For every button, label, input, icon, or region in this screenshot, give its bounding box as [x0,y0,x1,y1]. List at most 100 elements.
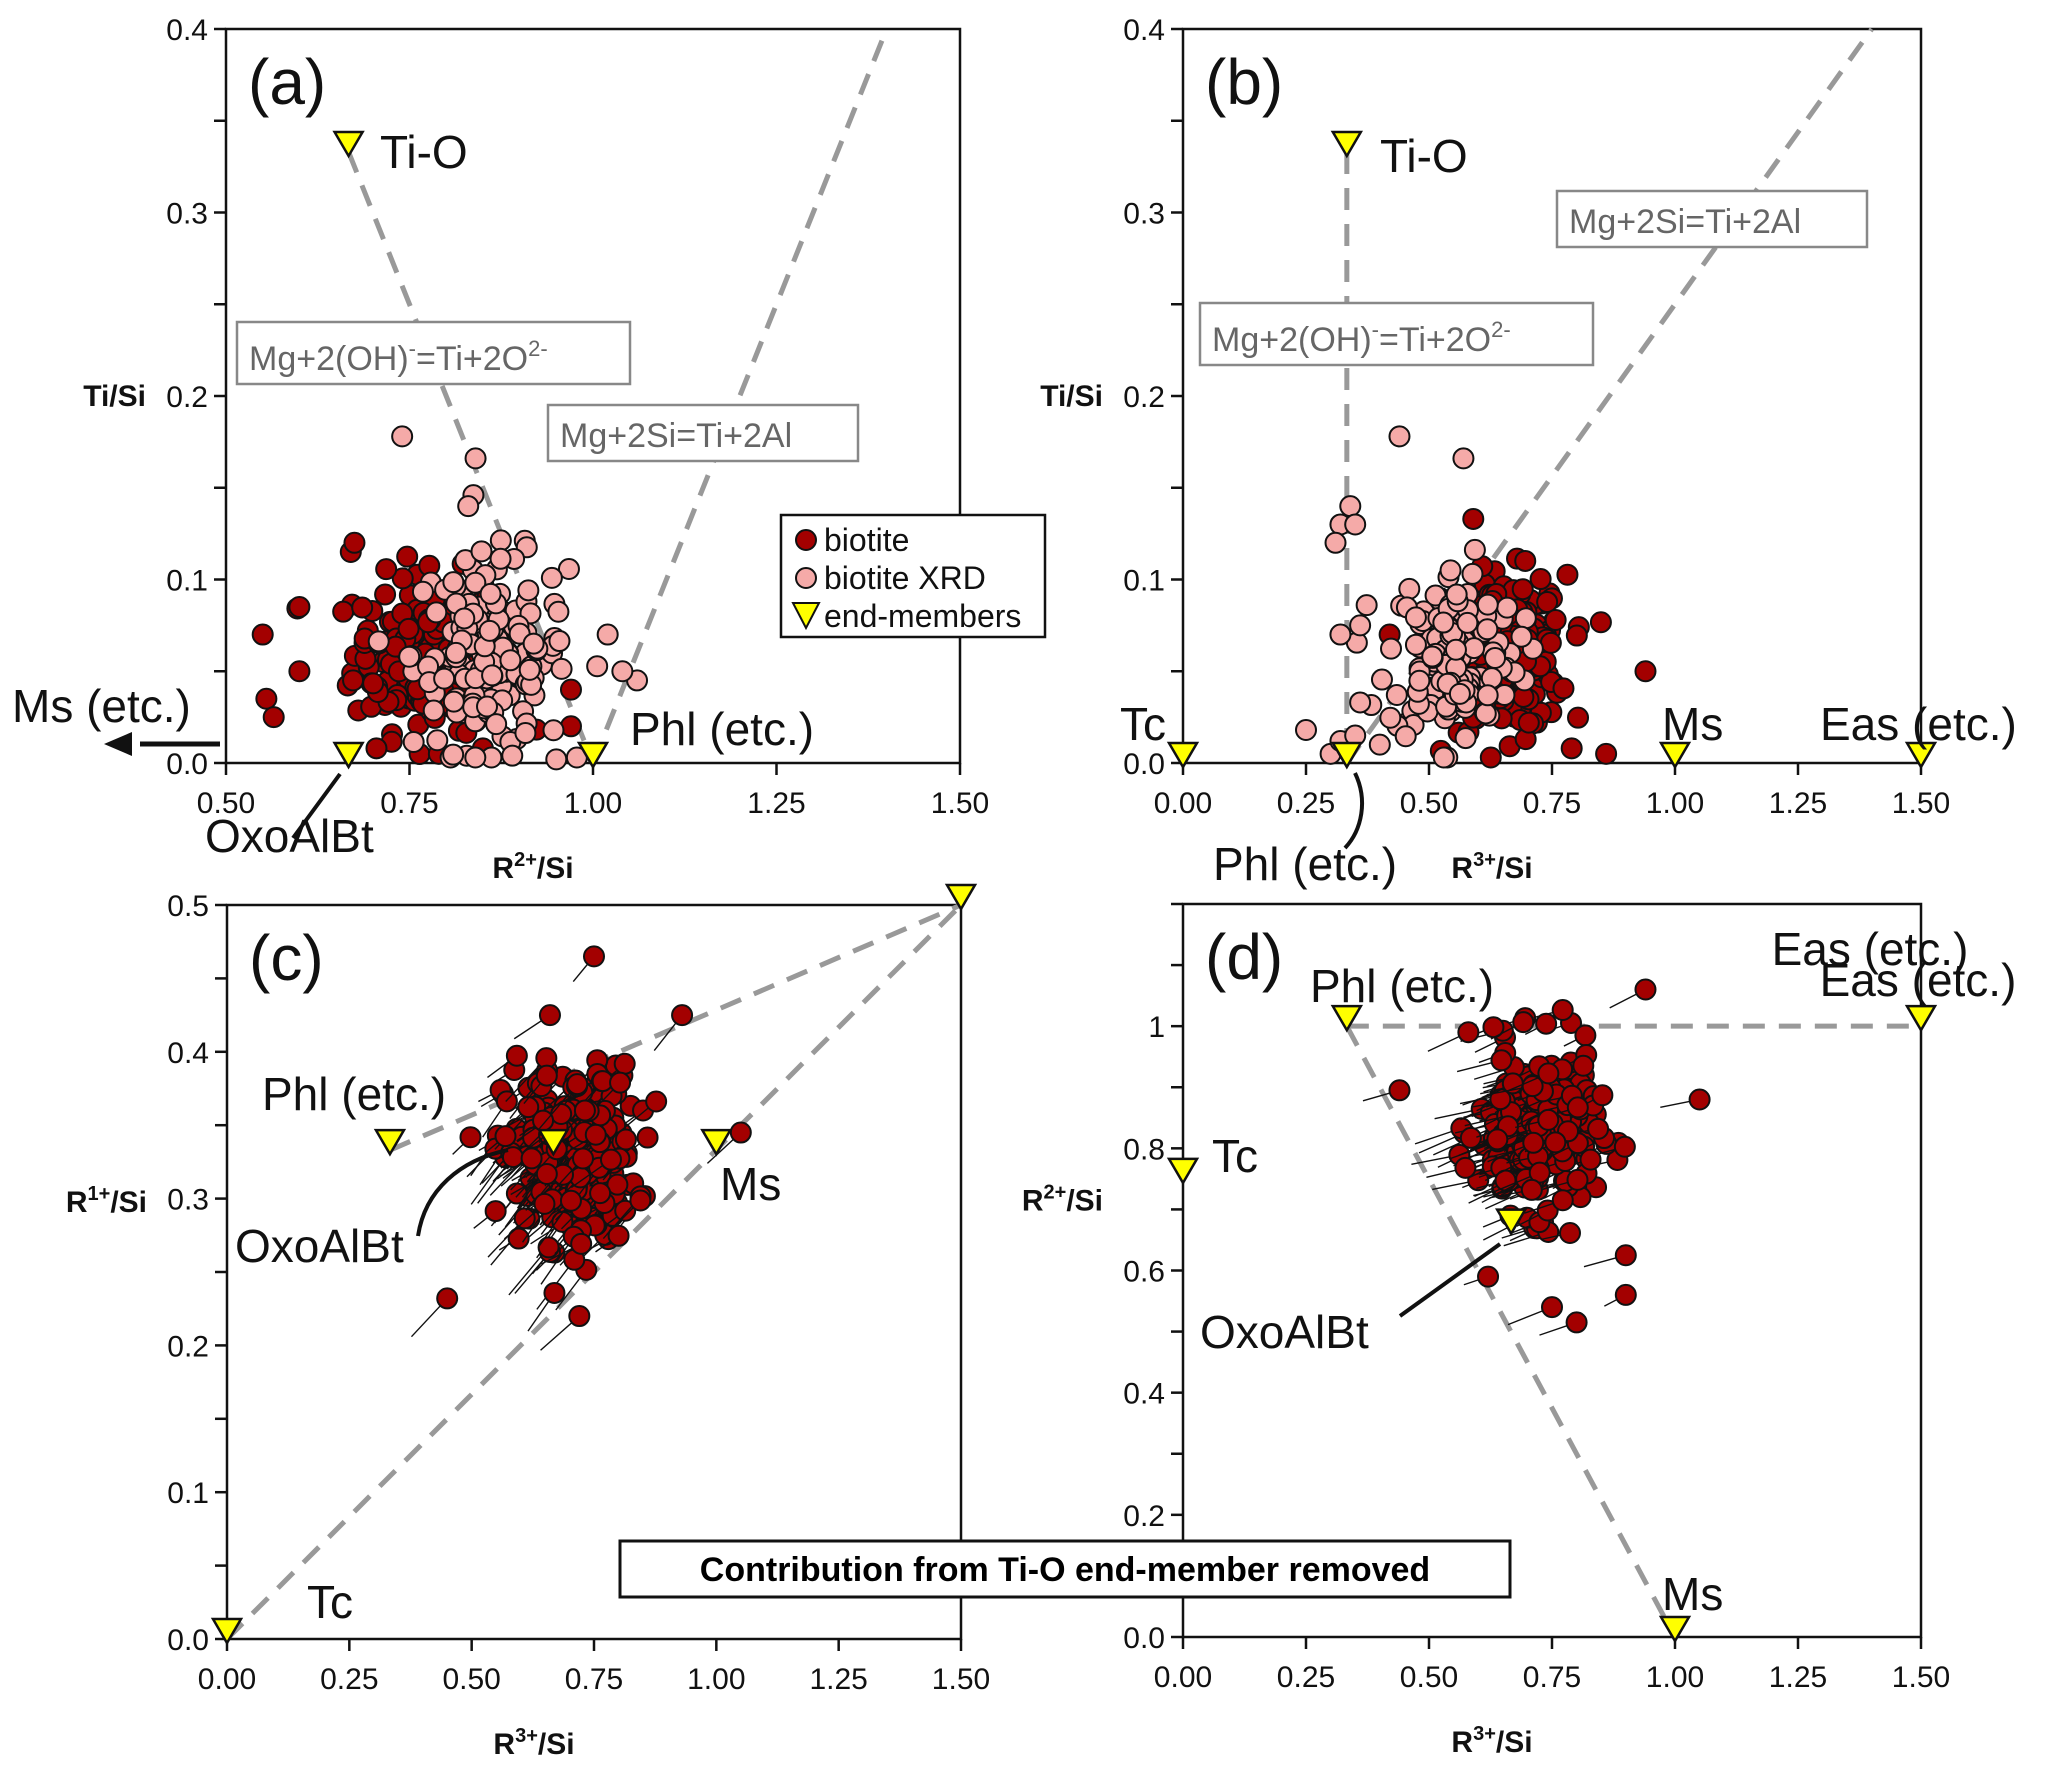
end-member-marker [332,741,365,770]
biotite-xrd-point [444,641,467,664]
end-member-label-phl: Phl (etc.) [262,1068,446,1120]
biotite-point [570,1232,593,1255]
biotite-xrd-point [481,664,504,687]
biotite-point [343,531,366,554]
biotite-xrd-point [489,529,512,552]
biotite-point [1634,978,1657,1001]
biotite-point [573,1099,596,1122]
biotite-xrd-point [1461,562,1484,585]
y-tick-label: 0.1 [167,1477,209,1510]
biotite-xrd-point [1368,733,1391,756]
biotite-point [589,1182,612,1205]
x-tick-label: 1.25 [809,1663,867,1696]
biotite-xrd-point [367,630,390,653]
end-member-label-phl: Phl (etc.) [1213,838,1397,890]
legend-box [779,513,1047,639]
equation-text: Mg+2(OH)-=Ti+2O2- [249,336,548,378]
plot-frame [1181,902,1923,1639]
biotite-xrd-point [499,649,522,672]
biotite-xrd-point [398,645,421,668]
biotite-point [1490,1049,1513,1072]
equation-part: Mg+2Si=Ti+2Al [560,417,792,455]
x-tick-label: 1.25 [1769,787,1827,820]
biotite-xrd-point [547,600,570,623]
biotite-xrd-point [1448,682,1471,705]
biotite-point [1529,568,1552,591]
biotite-xrd-point [1380,637,1403,660]
biotite-point [255,687,278,710]
y-axis-title-rest: /Si [1066,1185,1103,1218]
biotite-point [614,1199,637,1222]
biotite-xrd-point [464,571,487,594]
biotite-point [375,558,398,581]
biotite-point [1544,1131,1567,1154]
biotite-point [614,1128,637,1151]
plot-frame [224,27,962,765]
data-points [410,945,752,1351]
end-member-marker [332,130,365,159]
biotite-point [1535,1012,1558,1035]
biotite-point [1574,1024,1597,1047]
end-member-marker [210,1617,244,1646]
biotite-point [538,1004,561,1027]
equation-part: 2- [528,336,548,361]
biotite-point [1520,1178,1543,1201]
y-tick-label: 0.4 [166,14,208,47]
biotite-point [645,1090,668,1113]
dashed-reference-line [1344,1024,1678,1639]
biotite-point [1479,746,1502,769]
biotite-xrd-point [1329,623,1352,646]
equation-text: Mg+2Si=Ti+2Al [560,417,792,455]
x-axis-title: R3+/Si [1451,1723,1532,1759]
biotite-point [1556,563,1579,586]
biotite-xrd-point [433,667,456,690]
biotite-xrd-point [476,695,499,718]
equation-part: Mg+2(OH) [249,340,409,378]
biotite-point [1537,1062,1560,1085]
biotite-point [609,1071,632,1094]
biotite-xrd-point [542,719,565,742]
biotite-point [1567,706,1590,729]
biotite-point [1517,711,1540,734]
x-axis-title-sup: 3+ [1473,849,1496,871]
biotite-xrd-point [596,623,619,646]
biotite-xrd-point [1476,618,1499,641]
end-member-label-oxoalbt: OxoAlBt [235,1220,404,1272]
equation-part: =Ti+2O [1379,321,1491,359]
x-axis-title-sup: 3+ [515,1725,538,1747]
x-tick-label: 0.75 [380,787,438,820]
biotite-xrd-point [1408,669,1431,692]
biotite-xrd-point [426,729,449,752]
equation-text: Mg+2Si=Ti+2Al [1569,203,1801,241]
biotite-point [1477,1265,1500,1288]
end-member-label-ti-o: Ti-O [380,126,468,178]
y-tick-label: 0.1 [1123,565,1165,598]
biotite-xrd-point [1355,594,1378,617]
biotite-xrd-point [422,699,445,722]
x-axis-title-rest: /Si [1496,852,1533,885]
x-axis-title: R3+/Si [1451,849,1532,885]
x-tick-label: 0.00 [1154,1661,1212,1694]
x-tick-label: 0.75 [1523,787,1581,820]
data-points [1362,978,1711,1336]
equation-box [235,320,632,386]
ms-etc-label: Ms (etc.) [12,680,191,732]
x-axis-title: R2+/Si [492,849,573,885]
biotite-point [365,737,388,760]
biotite-point [559,678,582,701]
biotite-xrd-point [425,601,448,624]
x-tick-label: 1.50 [1892,1661,1950,1694]
biotite-xrd-point [1476,593,1499,616]
x-tick-label: 0.25 [1277,787,1335,820]
biotite-point [1613,1135,1636,1158]
y-axis-title-base: R [66,1186,88,1219]
x-tick-label: 0.75 [1523,1661,1581,1694]
equation-box [546,403,860,463]
end-member-label-oxoalbt: OxoAlBt [1200,1306,1369,1358]
biotite-point [671,1004,694,1027]
x-axis-title-base: R [492,852,514,885]
y-axis-title: Ti/Si [1040,380,1103,413]
x-axis-title-base: R [1451,1726,1473,1759]
biotite-point [1521,1075,1544,1098]
y-tick-label: 0.0 [1123,748,1165,781]
